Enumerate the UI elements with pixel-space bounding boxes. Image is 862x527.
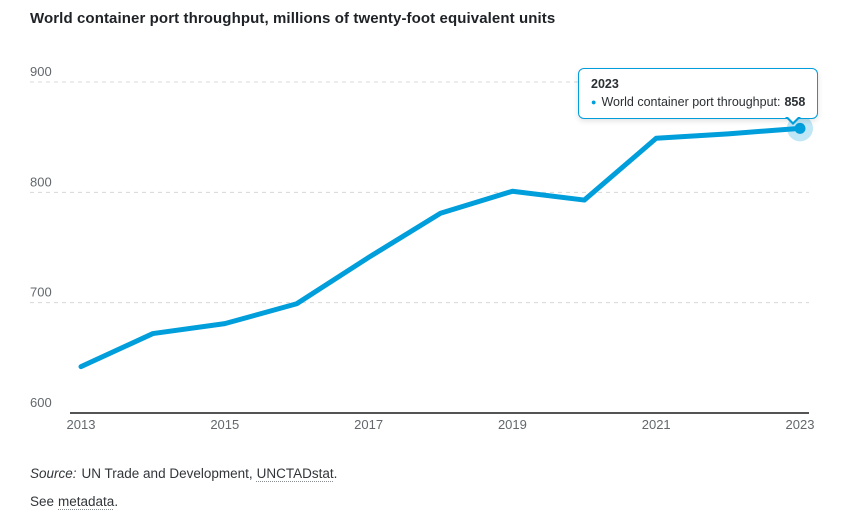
metadata-note: See metadata. <box>30 494 118 509</box>
x-axis-tick-label: 2015 <box>210 417 239 432</box>
throughput-line-chart[interactable]: 600 700 800 900 2013 2015 2017 2019 2021 2023 <box>0 50 862 440</box>
source-note: Source: UN Trade and Development, UNCTADst… <box>30 466 337 481</box>
tooltip-series-label: World container port throughput: <box>601 95 781 110</box>
source-label: Source: <box>30 466 77 481</box>
metadata-suffix: . <box>114 494 119 509</box>
y-axis-tick-label: 700 <box>30 285 52 300</box>
y-axis-tick-label: 800 <box>30 174 52 189</box>
x-axis-tick-label: 2013 <box>67 417 96 432</box>
x-axis-tick-label: 2019 <box>498 417 527 432</box>
y-axis-tick-label: 600 <box>30 395 52 410</box>
y-axis-tick-label: 900 <box>30 64 52 79</box>
unctadstat-link[interactable]: UNCTADstat <box>256 466 334 481</box>
metadata-prefix: See <box>30 494 55 509</box>
x-axis-tick-label: 2021 <box>642 417 671 432</box>
tooltip-caret-icon <box>785 116 802 133</box>
source-suffix: . <box>333 466 338 481</box>
source-text: UN Trade and Development, <box>81 466 253 481</box>
throughput-line <box>78 125 803 370</box>
active-point-marker[interactable] <box>794 122 806 134</box>
x-axis-tick-label: 2023 <box>786 417 815 432</box>
series-bullet-icon: ● <box>591 97 597 108</box>
chart-title: World container port throughput, million… <box>30 10 556 27</box>
tooltip-year: 2023 <box>591 77 619 91</box>
metadata-link[interactable]: metadata <box>58 494 115 509</box>
tooltip-series-row: ● World container port throughput: 858 <box>591 93 805 111</box>
chart-tooltip: 2023 ● World container port throughput: 85… <box>578 68 819 126</box>
tooltip-value: 858 <box>784 95 806 110</box>
x-axis-tick-label: 2017 <box>354 417 383 432</box>
